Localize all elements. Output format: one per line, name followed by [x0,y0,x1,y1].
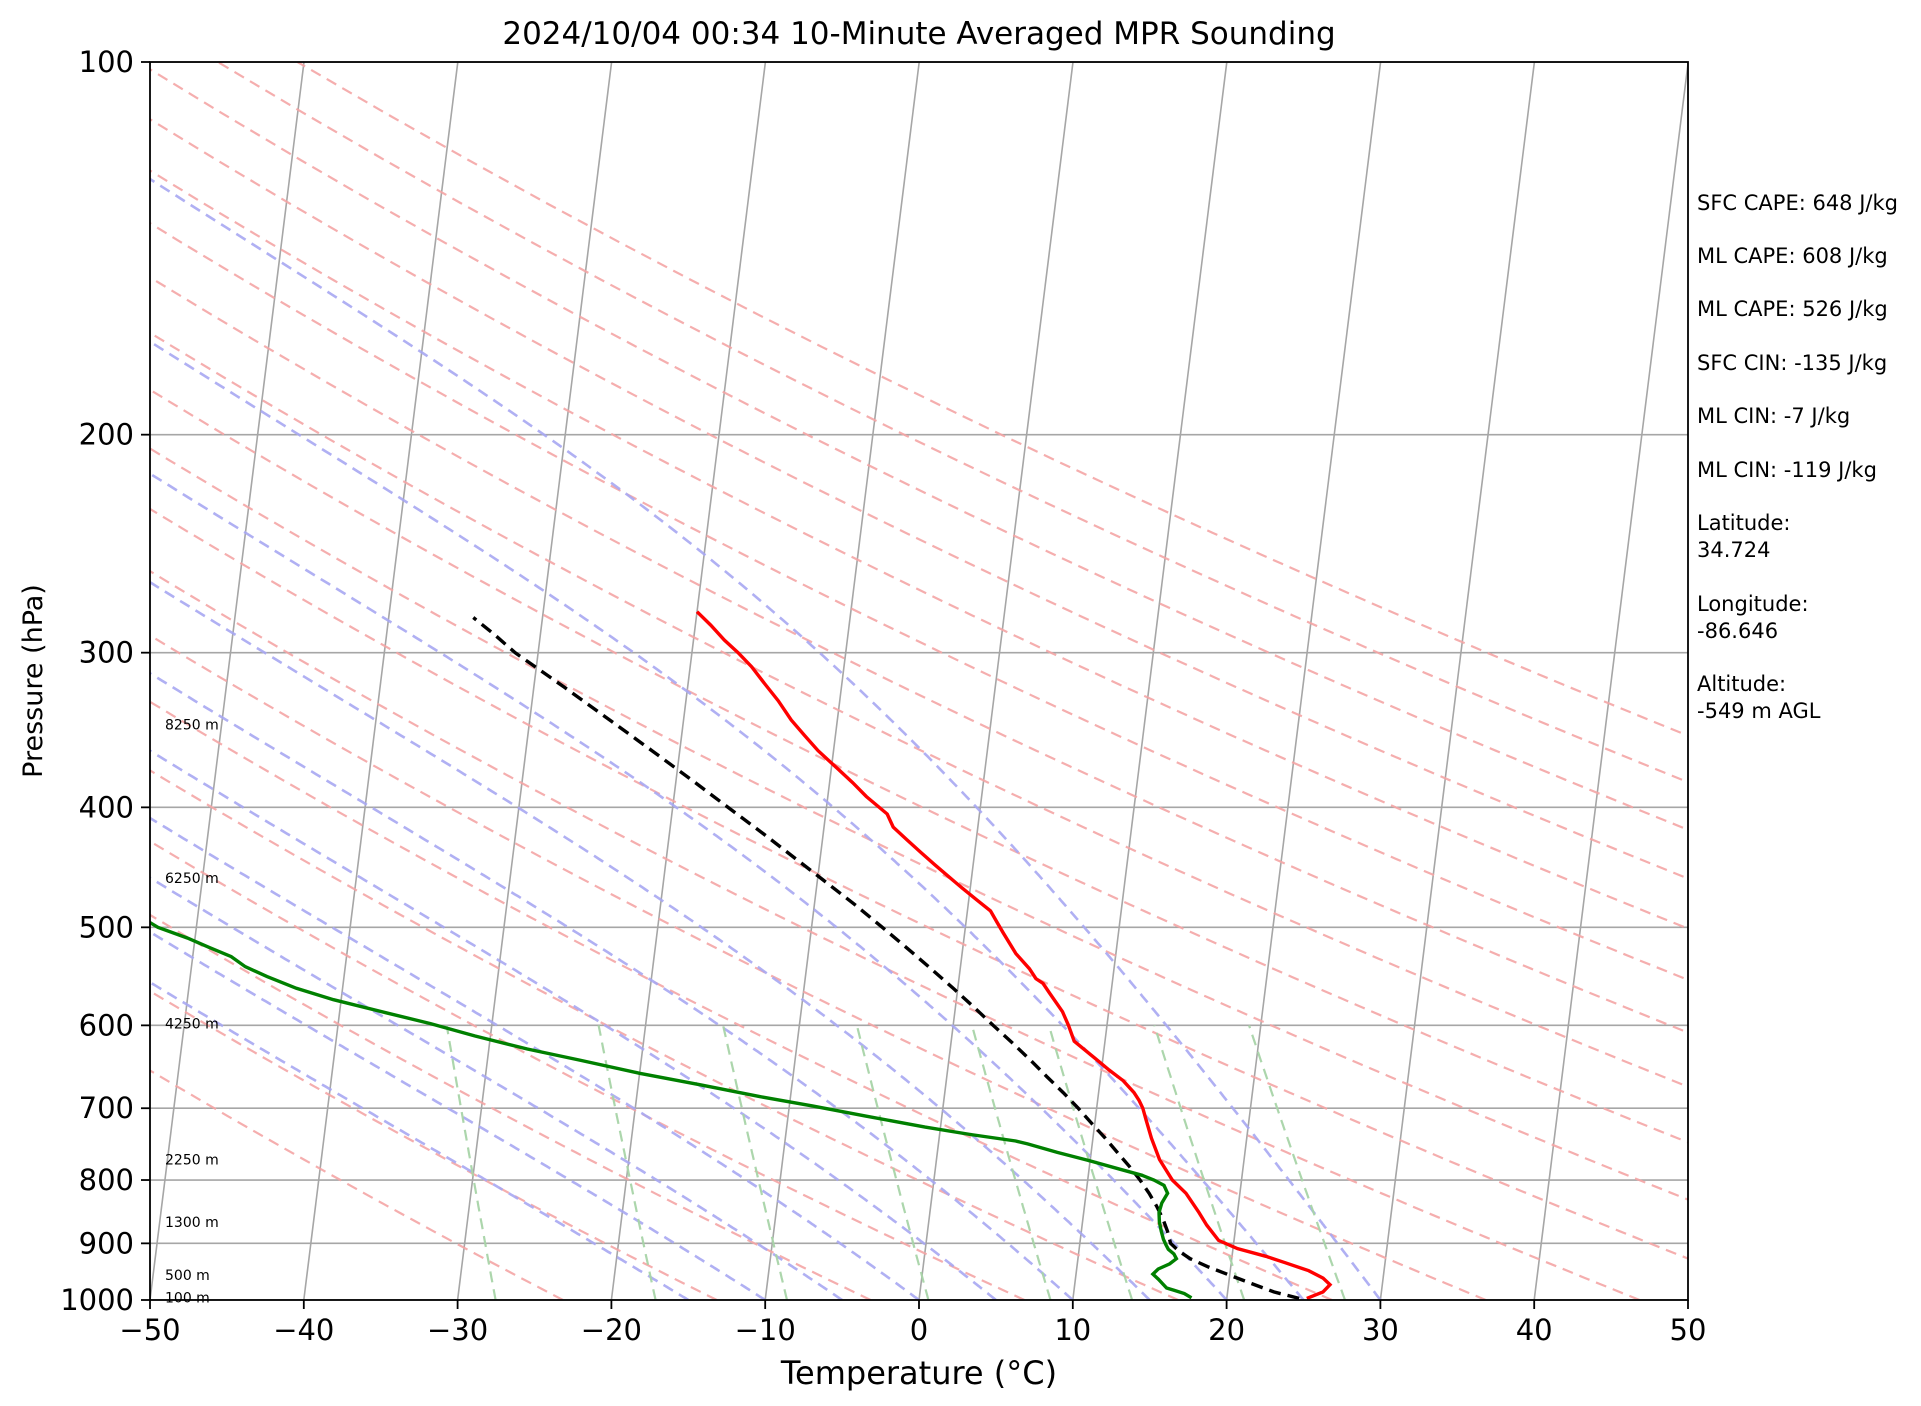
chart-title: 2024/10/04 00:34 10-Minute Averaged MPR … [502,16,1335,52]
mixing-ratio-line [445,1025,497,1300]
dry-adiabat-line [150,700,1333,1300]
x-tick-label: −40 [273,1313,334,1347]
dry-adiabat-line [150,67,1688,831]
x-tick-label: 40 [1516,1313,1553,1347]
isotherm-line [456,62,613,1300]
y-tick-label: 1000 [60,1283,134,1317]
isobar-lines [150,62,1688,1300]
moist-adiabat-line [150,816,920,1300]
mixing-ratio-line [1047,1025,1134,1300]
x-tick-label: 10 [1054,1313,1091,1347]
mixing-ratio-line [722,1025,789,1300]
height-labels: 100 m 500 m 1300 m 2250 m 4250 m 6250 m 8250 m [165,718,219,1307]
isotherm-line [303,62,459,1300]
moist-adiabat-line [150,472,1228,1300]
parcel-trace-line [472,616,1300,1300]
moist-adiabat-line [150,876,843,1300]
temperature-profile-line [695,610,1333,1300]
x-tick-label: 30 [1362,1313,1399,1347]
moist-adiabat-line [150,671,1074,1300]
x-tick-label: −10 [735,1313,796,1347]
dry-adiabat-line [150,331,1688,1088]
y-tick-label: 300 [79,636,134,670]
latitude-value: 34.724 [1697,538,1770,562]
isotherm-line [1533,62,1688,1300]
height-label: 4250 m [165,1017,219,1033]
isotherm-line [918,62,1074,1300]
y-tick-label: 800 [79,1163,134,1197]
longitude-value: -86.646 [1697,619,1778,643]
moist-adiabat-line [150,580,1151,1300]
dry-adiabat-line [296,62,1688,737]
sounding-profiles [150,610,1333,1300]
isotherm-line [1072,62,1228,1300]
y-axis-ticks: 1000 900 800 700 600 500 400 300 200 100 [60,45,150,1317]
y-tick-label: 600 [79,1008,134,1042]
mixing-ratio-line [855,1025,930,1300]
height-label: 500 m [165,1268,210,1284]
x-tick-label: 20 [1208,1313,1245,1347]
x-axis-label: Temperature (°C) [780,1354,1057,1392]
dry-adiabat-line [150,634,1487,1300]
dry-adiabat-line [150,840,1025,1300]
height-label: 1300 m [165,1215,219,1231]
mixing-ratio-line [597,1025,657,1300]
height-label: 6250 m [165,871,219,887]
y-tick-label: 700 [79,1091,134,1125]
ml-cin-label: ML CIN: -7 J/kg [1697,404,1850,428]
ml-cape-label: ML CAPE: 608 J/kg [1697,244,1888,268]
y-tick-label: 400 [79,790,134,824]
dry-adiabat-line [150,569,1641,1300]
x-tick-label: −20 [581,1313,642,1347]
moist-adiabat-line [150,749,997,1300]
dry-adiabat-line [150,447,1688,1201]
x-tick-label: −30 [427,1313,488,1347]
isotherm-line [1379,62,1536,1300]
dry-adiabat-line [150,117,1688,880]
mixing-ratio-line [970,1025,1052,1300]
y-tick-label: 900 [79,1226,134,1260]
moist-adiabat-line [150,980,689,1300]
y-tick-label: 200 [79,418,134,452]
mixing-ratio-line [1153,1025,1246,1300]
dry-adiabat-line [150,913,872,1300]
x-tick-label: −50 [119,1313,180,1347]
mixing-ratio-lines [445,1025,1347,1300]
isotherm-lines [150,62,1688,1300]
latitude-label: Latitude: [1697,511,1791,535]
isotherm-line [610,62,767,1300]
isotherm-line [150,62,305,1300]
x-tick-label: 0 [910,1313,928,1347]
y-tick-label: 100 [79,45,134,79]
height-label: 100 m [165,1290,210,1306]
moist-adiabat-line [150,930,766,1300]
height-label: 2250 m [165,1153,219,1169]
moist-adiabat-lines [150,177,1382,1300]
ml-cape-label-2: ML CAPE: 526 J/kg [1697,297,1888,321]
isotherm-line [1225,62,1382,1300]
dry-adiabat-line [150,1069,564,1300]
ml-cin-label-2: ML CIN: -119 J/kg [1697,458,1877,482]
dry-adiabat-lines [150,62,1688,1300]
background-lines [150,62,1688,1300]
dry-adiabat-line [150,388,1688,1144]
longitude-label: Longitude: [1697,592,1809,616]
dry-adiabat-line [150,221,1688,982]
y-axis-label: Pressure (hPa) [18,584,49,778]
dry-adiabat-line [150,507,1688,1260]
isotherm-line [764,62,920,1300]
altitude-label: Altitude: [1697,672,1786,696]
mixing-ratio-line [1248,1025,1347,1300]
y-tick-label: 500 [79,910,134,944]
x-tick-label: 50 [1670,1313,1707,1347]
moist-adiabat-line [150,340,1305,1300]
altitude-value: -549 m AGL [1697,699,1821,723]
indices-panel: SFC CAPE: 648 J/kg ML CAPE: 608 J/kg ML … [1697,191,1898,723]
height-label: 8250 m [165,718,219,734]
dewpoint-profile-line [150,920,1193,1300]
sfc-cin-label: SFC CIN: -135 J/kg [1697,351,1887,375]
sfc-cape-label: SFC CAPE: 648 J/kg [1697,191,1898,215]
x-axis-ticks: −50 −40 −30 −20 −10 0 10 20 30 40 50 [119,1300,1706,1347]
